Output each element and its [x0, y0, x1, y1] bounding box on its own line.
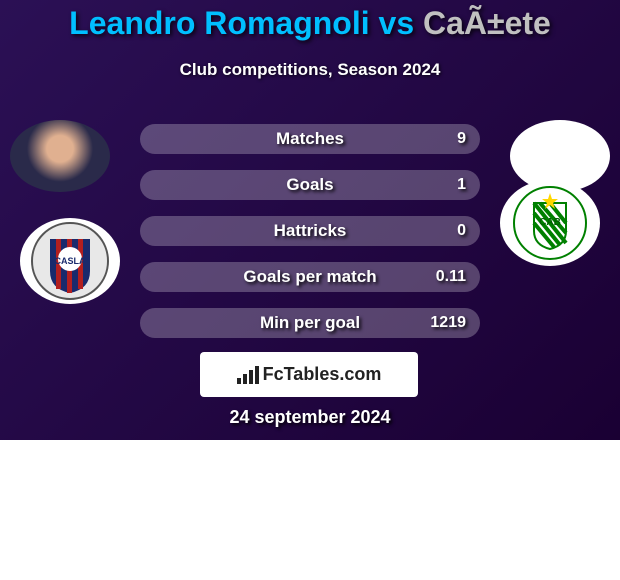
comparison-title: Leandro Romagnoli vs CaÃ±ete	[0, 5, 620, 42]
player1-photo	[10, 120, 110, 192]
stat-value-right: 0.11	[436, 268, 466, 286]
title-separator: vs	[379, 5, 415, 41]
club2-crest: CAB	[500, 180, 600, 266]
stat-row-goals-per-match: Goals per match 0.11	[140, 262, 480, 292]
stat-row-hattricks: Hattricks 0	[140, 216, 480, 246]
san-lorenzo-crest-icon: CASLA	[30, 221, 110, 301]
stat-row-goals: Goals 1	[140, 170, 480, 200]
player1-name: Leandro Romagnoli	[69, 5, 369, 41]
stat-label: Min per goal	[260, 313, 360, 333]
stat-value-right: 1	[457, 176, 466, 194]
club1-crest: CASLA	[20, 218, 120, 304]
player2-name: CaÃ±ete	[423, 5, 551, 41]
stat-value-right: 9	[457, 130, 466, 148]
stat-value-right: 0	[457, 222, 466, 240]
stat-row-matches: Matches 9	[140, 124, 480, 154]
stat-label: Matches	[276, 129, 344, 149]
stat-label: Hattricks	[274, 221, 347, 241]
svg-text:CASLA: CASLA	[55, 256, 86, 266]
bar-chart-icon	[237, 366, 259, 384]
stat-label: Goals	[286, 175, 333, 195]
stat-row-min-per-goal: Min per goal 1219	[140, 308, 480, 338]
stat-value-right: 1219	[430, 314, 466, 332]
brand-name: FcTables.com	[263, 364, 382, 385]
player1-face	[10, 120, 110, 192]
stat-label: Goals per match	[243, 267, 376, 287]
background-lower-white	[0, 440, 620, 580]
brand-box: FcTables.com	[200, 352, 418, 397]
banfield-crest-icon: CAB	[510, 183, 590, 263]
svg-text:CAB: CAB	[539, 217, 561, 228]
date-label: 24 september 2024	[0, 407, 620, 428]
subtitle: Club competitions, Season 2024	[0, 60, 620, 80]
